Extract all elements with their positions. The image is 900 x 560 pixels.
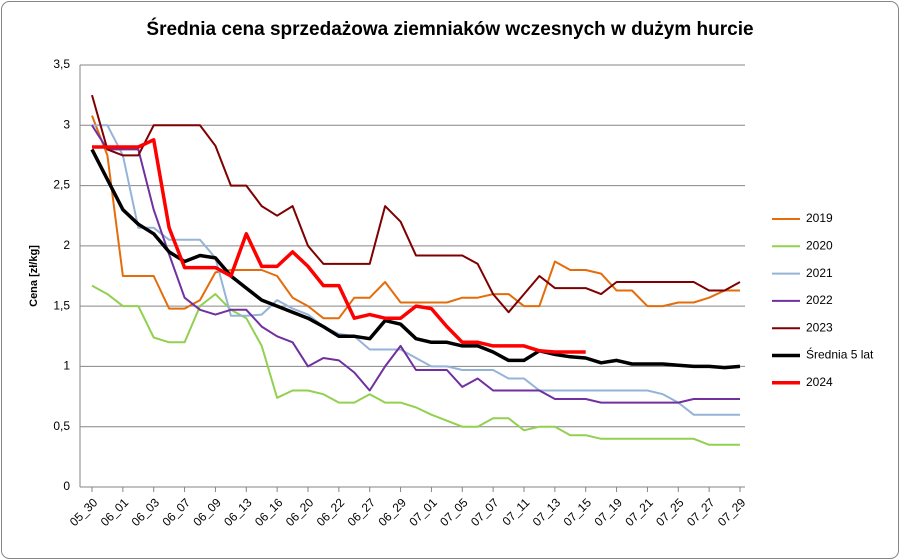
- y-tick-label: 0: [63, 479, 70, 493]
- chart-title: Średnia cena sprzedażowa ziemniaków wcze…: [146, 18, 753, 40]
- legend-label: 2022: [806, 293, 833, 307]
- y-tick-label: 3,5: [53, 57, 70, 71]
- y-tick-label: 2: [63, 238, 70, 252]
- series-line: [91, 284, 740, 446]
- legend-label: 2024: [806, 375, 833, 389]
- series-line: [92, 124, 740, 416]
- y-tick-label: 1,5: [53, 298, 70, 312]
- y-tick-label: 0,5: [53, 419, 70, 433]
- y-tick-label: 2,5: [53, 178, 70, 192]
- series-line: [91, 124, 740, 404]
- y-axis-label: Cena [zł/kg]: [28, 245, 40, 307]
- legend-label: 2019: [806, 211, 833, 225]
- y-tick-label: 3: [63, 117, 70, 131]
- legend-label: Średnia 5 lat: [806, 347, 874, 362]
- series-line: [92, 138, 586, 354]
- y-tick-label: 1: [63, 359, 70, 373]
- legend-label: 2021: [806, 266, 833, 280]
- legend-label: 2023: [806, 320, 833, 334]
- series-line: [91, 94, 741, 314]
- series-line: [90, 148, 741, 370]
- series-line: [91, 115, 740, 320]
- legend-label: 2020: [806, 238, 833, 252]
